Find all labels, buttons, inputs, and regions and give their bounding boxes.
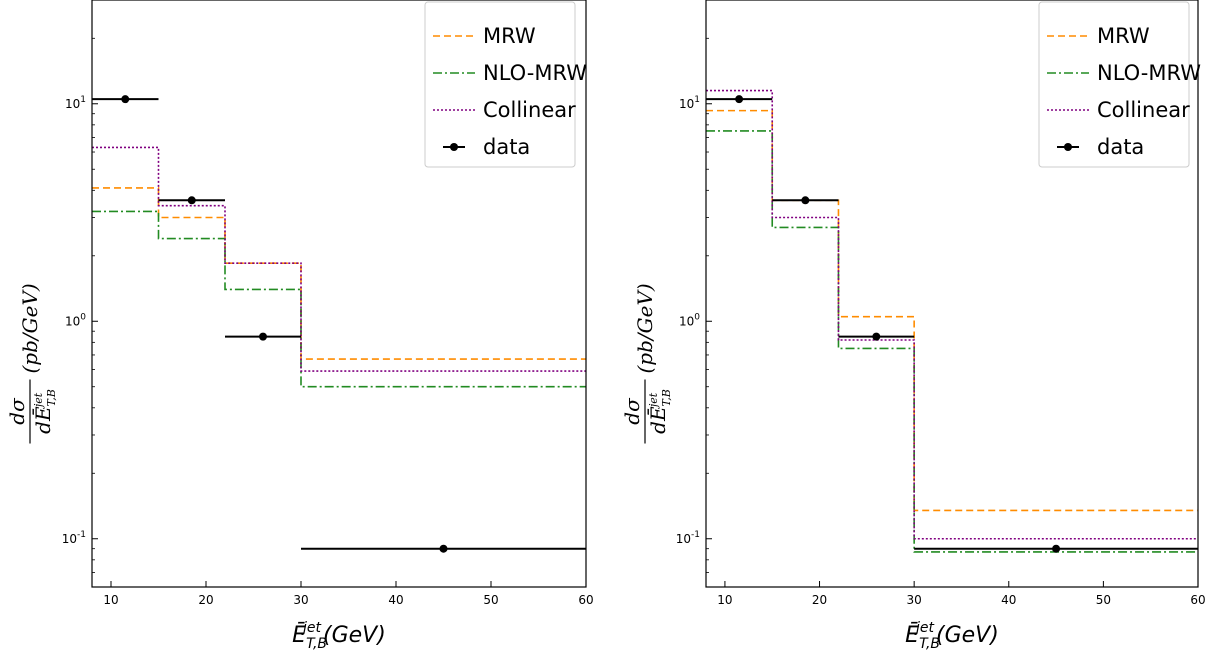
series-mrw [92,187,586,360]
x-tick-label: 40 [1001,593,1016,607]
y-axis-ticks: 10-1 100 101 [62,95,98,546]
x-tick-label: 50 [1096,593,1111,607]
y-tick-label: 10-1 [676,530,700,546]
x-tick-label: 60 [1190,593,1205,607]
x-tick-label: 10 [717,593,732,607]
legend-entry: Collinear [1097,98,1190,122]
x-axis-ticks: 10 20 30 40 50 60 [717,581,1206,607]
x-tick-label: 30 [293,593,308,607]
y-label-unit: (pb/GeV) [18,283,42,373]
y-label-numerator: dσ [5,397,29,425]
series-step-line [92,210,586,388]
series-nlo-mrw [706,130,1198,553]
y-tick-label: 101 [65,95,86,111]
x-tick-label: 20 [198,593,213,607]
series-step-line [706,109,1198,512]
x-axis-label: ĒT,Bjet(GeV) [905,620,999,652]
legend: MRW NLO-MRW Collinear data [424,1,587,168]
series-mrw [706,109,1198,512]
x-tick-label: 10 [103,593,118,607]
data-point [439,544,448,553]
legend-entry: Collinear [483,98,576,122]
series-data [706,95,1198,553]
y-tick-label: 101 [679,95,700,111]
series-step-line [706,89,1198,540]
x-axis-ticks: 10 20 30 40 50 60 [103,581,594,607]
y-axis-label: dσ dĒT,Bjet (pb/GeV) [620,283,673,444]
legend-entry: NLO-MRW [1097,61,1201,85]
legend: MRW NLO-MRW Collinear data [1038,1,1201,168]
y-tick-label: 10-1 [62,530,86,546]
y-label-numerator: dσ [620,397,644,425]
data-point [872,332,881,341]
legend-box [1038,1,1190,168]
legend-entry: MRW [1097,24,1150,48]
legend-marker [450,143,458,151]
legend-box [424,1,576,168]
plot-frame [705,0,1199,588]
legend-entry: data [1097,135,1144,159]
y-label-denominator: dĒT,Bjet [646,389,673,434]
y-axis-ticks: 10-1 100 101 [676,95,712,546]
y-tick-label: 100 [65,312,86,328]
series-step-line [706,130,1198,553]
y-label-denominator: dĒT,Bjet [31,389,58,434]
x-tick-label: 50 [483,593,498,607]
legend-entry: data [483,135,530,159]
y-label-unit: (pb/GeV) [633,283,657,373]
chart-panel-2: 10 20 30 40 50 60 10-1 100 101 MRW NLO-MRW Collinea… [620,0,1206,652]
x-tick-label: 30 [907,593,922,607]
y-axis-label: dσ dĒT,Bjet (pb/GeV) [5,283,58,444]
series-collinear [706,89,1198,540]
x-tick-label: 60 [578,593,593,607]
y-tick-label: 100 [679,312,700,328]
series-step-line [92,146,586,372]
x-axis-label: ĒT,Bjet(GeV) [292,620,386,652]
x-tick-label: 40 [388,593,403,607]
legend-entry: NLO-MRW [483,61,587,85]
series-step-line [92,187,586,360]
x-tick-label: 20 [812,593,827,607]
series-data [92,95,586,553]
legend-entry: MRW [483,24,536,48]
series-collinear [92,146,586,372]
series-nlo-mrw [92,210,586,388]
data-point [735,95,744,104]
plot-frame [91,0,587,588]
chart-panel-1: 10 20 30 40 50 60 10-1 100 101 MRW NLO-MRW Collinea… [5,0,594,652]
data-point [121,95,130,104]
data-point [259,332,267,341]
data-point [801,196,810,205]
data-point [187,196,196,205]
data-point [1052,544,1061,553]
legend-marker [1064,143,1072,151]
